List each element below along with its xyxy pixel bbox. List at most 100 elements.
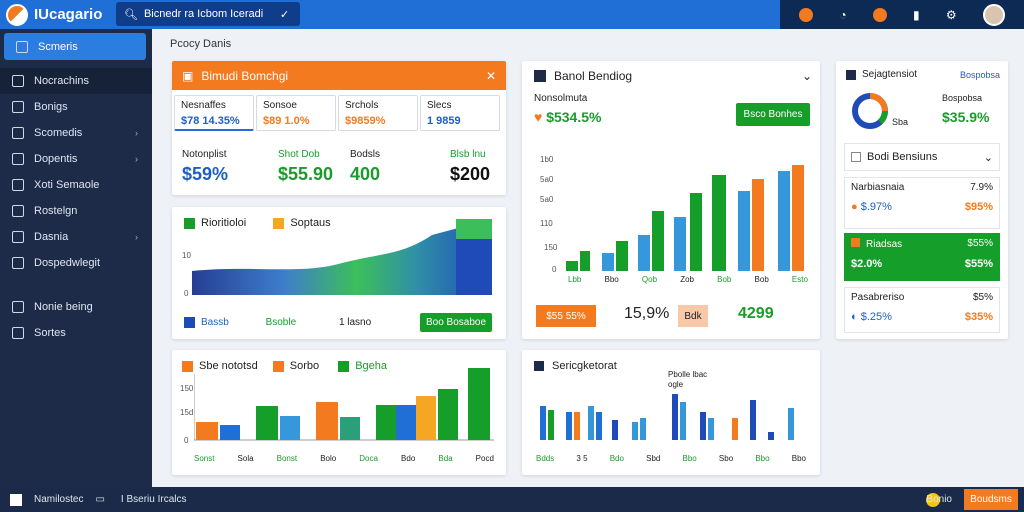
footer-button[interactable]: Boudsms — [964, 489, 1018, 510]
y-tick: 15d — [180, 408, 194, 417]
bar — [712, 175, 726, 271]
stat-box-2[interactable]: Sonsoe $89 1.0% — [256, 95, 336, 131]
x-tick-label: Bda — [438, 454, 453, 463]
grid-icon — [12, 327, 24, 339]
bar — [672, 394, 678, 440]
search-input[interactable] — [143, 8, 274, 20]
stat-box-3[interactable]: Srchols $9859% — [338, 95, 418, 131]
sidebar-item-3[interactable]: Scomedis › — [0, 120, 152, 146]
bar — [416, 396, 436, 440]
avatar[interactable] — [982, 3, 1005, 26]
sidebar-item-0[interactable]: Scmeris — [4, 33, 146, 60]
stat-value: $78 14.35% — [181, 115, 240, 127]
row-label-text: Riadsas — [866, 239, 903, 250]
bar — [612, 420, 618, 440]
donut-caption: Bospobsa — [942, 93, 983, 103]
footer-badge-peach[interactable]: Bdk — [678, 305, 708, 327]
search-bar[interactable]: 🔍︎ ✓ — [116, 2, 300, 26]
grouped-bar-chart — [540, 394, 794, 440]
donut-label: Sba — [892, 117, 909, 127]
donut-slice — [877, 110, 888, 125]
stat-label: Slecs — [427, 100, 452, 111]
sidebar-item-4[interactable]: Dopentis › — [0, 146, 152, 172]
bar-card-action-button[interactable]: Bsco Bonhes — [736, 103, 810, 126]
area-action-button[interactable]: Boo Bosaboe — [420, 313, 492, 332]
row-sub-text: $.25% — [860, 311, 892, 323]
legend-label: Rioritioloi — [201, 217, 247, 229]
metric-label: Shot Dob — [278, 149, 320, 160]
sidebar-item-9[interactable]: Nonie being — [0, 294, 152, 320]
row-sub: $2.0% — [851, 258, 883, 270]
chevron-down-icon[interactable]: ⌄ — [801, 69, 812, 83]
app-title: IUcagario — [34, 6, 103, 23]
overview-card: ▣ Bimudi Bomchgi ✕ Nesnaffes $78 14.35% … — [172, 61, 506, 195]
card-icon: ▣ — [182, 68, 194, 83]
chevron-right-icon: › — [135, 154, 138, 164]
summary-link[interactable]: Bospobsa — [959, 69, 1000, 80]
footer-badge-orange[interactable]: $55 55% — [536, 305, 596, 327]
bar — [700, 412, 706, 440]
window-icon — [12, 153, 24, 165]
footer-left: Namilostec — [34, 494, 84, 505]
sidebar-item-2[interactable]: Bonigs — [0, 94, 152, 120]
grouped-bar-card: Sericgketorat Pbolle lbac ogle Bdds 3 5 Bd… — [522, 350, 820, 475]
bar — [732, 418, 738, 440]
alert-icon[interactable] — [872, 7, 887, 22]
sidebar-item-1[interactable]: Nocrachins — [0, 68, 152, 94]
row-value: $5% — [972, 292, 993, 303]
settings-icon[interactable]: ⚙ — [945, 7, 957, 22]
x-tick-label: Sonst — [194, 454, 215, 463]
footer-mid: I Bseriu Ircalcs — [120, 494, 187, 505]
overview-card-title: Bimudi Bomchgi — [201, 68, 289, 83]
area-footer: Bassb Bsoble 1 lasno — [184, 317, 494, 328]
close-icon[interactable]: ✕ — [485, 68, 496, 83]
y-tick: 10 — [182, 251, 191, 260]
legend-swatch — [184, 317, 195, 328]
sidebar-item-8[interactable]: Dospedwlegit — [0, 250, 152, 276]
file-icon — [12, 101, 24, 113]
stat-value: $89 1.0% — [263, 115, 310, 127]
summary-row-2[interactable]: Riadsas $55% $2.0% $55% — [844, 233, 1000, 281]
x-tick-label: Bolo — [320, 454, 337, 463]
row-value: $55% — [967, 238, 993, 249]
bell-icon[interactable]: ▮ — [913, 7, 920, 22]
sidebar-item-5[interactable]: Xoti Semaole — [0, 172, 152, 198]
bar — [316, 402, 338, 440]
donut-chart — [852, 93, 888, 129]
sidebar-item-6[interactable]: Rostelgn — [0, 198, 152, 224]
notification-icon[interactable] — [799, 7, 814, 22]
sidebar-item-10[interactable]: Sortes — [0, 320, 152, 346]
x-tick-label: Bonst — [276, 454, 298, 463]
coin-icon — [926, 492, 940, 507]
grouped-bar-sub: ogle — [668, 380, 684, 389]
bar — [376, 405, 396, 440]
sidebar-item-label: Xoti Semaole — [34, 179, 100, 191]
check-icon[interactable]: ✓ — [279, 8, 290, 21]
y-tick: 1b0 — [540, 155, 554, 164]
summary-row-1[interactable]: Narbiasnaia 7.9% ● $.97% $95% — [844, 177, 1000, 229]
metric-label: Bodsls — [350, 149, 381, 160]
sidebar-item-label: Dospedwlegit — [34, 257, 101, 269]
bar-card-header: Banol Bendiog ⌄ — [534, 69, 812, 83]
row-label: Narbiasnaia — [851, 182, 905, 193]
summary-dropdown[interactable]: Bodi Bensiuns ⌄ — [844, 143, 1000, 171]
row-amount: $35% — [964, 311, 993, 323]
row-sub-text: $.97% — [860, 201, 892, 213]
brand[interactable]: IUcagario — [0, 0, 110, 29]
summary-row-3[interactable]: Pasabreriso $5% ◐ $.25% $35% — [844, 287, 1000, 333]
x-tick-label: Bbo — [791, 454, 806, 463]
x-tick-label: Sbo — [718, 454, 734, 463]
bar — [768, 432, 774, 440]
legend-swatch — [184, 217, 195, 229]
clock-icon[interactable]: ◔ — [839, 7, 847, 22]
footer-b: Bsoble — [265, 317, 297, 329]
stat-box-1[interactable]: Nesnaffes $78 14.35% — [174, 95, 254, 131]
stat-box-4[interactable]: Slecs 1 9859 — [420, 95, 500, 131]
x-tick-label: Pocd — [475, 454, 494, 463]
sidebar-item-7[interactable]: Dasnia › — [0, 224, 152, 250]
sidebar-item-label: Sortes — [34, 327, 66, 339]
bar — [616, 241, 628, 271]
x-tick-label: Bbo — [682, 454, 697, 463]
screen-icon[interactable]: ▭ — [95, 494, 105, 505]
bar — [638, 235, 650, 271]
